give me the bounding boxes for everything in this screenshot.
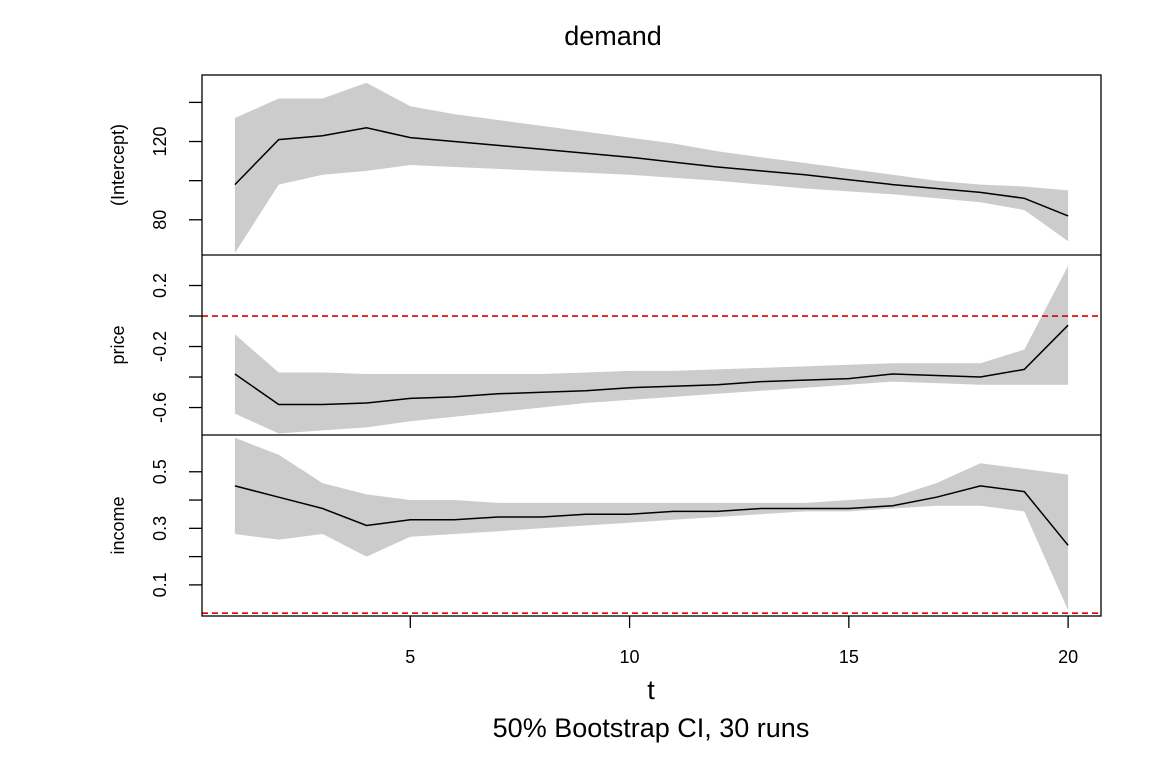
plot-frame <box>201 74 1102 617</box>
chart-title: demand <box>564 21 662 51</box>
y-axis-intercept: 80 120 <box>150 101 202 230</box>
y-axis-label-income: income <box>108 496 128 554</box>
y-tick-label-income: 0.3 <box>150 516 170 541</box>
y-axis-label-price: price <box>108 325 128 364</box>
x-tick-label: 20 <box>1058 647 1078 667</box>
x-tick-label: 10 <box>620 647 640 667</box>
x-tick-label: 5 <box>405 647 415 667</box>
x-axis: 5 10 15 20 <box>405 616 1078 667</box>
y-tick-label-intercept: 80 <box>150 210 170 230</box>
panels: 80120(Intercept)-0.6-0.20.2price0.10.30.… <box>108 82 1101 614</box>
ci-band-intercept <box>234 82 1069 253</box>
y-tick-label-price: -0.2 <box>150 331 170 362</box>
y-tick-label-price: -0.6 <box>150 392 170 423</box>
x-tick-label: 15 <box>839 647 859 667</box>
y-tick-label-income: 0.1 <box>150 572 170 597</box>
panel-income: 0.1 0.3 0.5 income <box>108 437 1101 614</box>
y-axis-price: -0.6 -0.2 0.2 <box>150 273 202 423</box>
y-tick-label-price: 0.2 <box>150 273 170 298</box>
ci-band-price <box>234 265 1069 434</box>
y-axis-income: 0.1 0.3 0.5 <box>150 459 202 597</box>
chart-subtitle: 50% Bootstrap CI, 30 runs <box>493 713 810 743</box>
estimate-line-price <box>234 324 1069 406</box>
x-axis-label: t <box>647 675 655 705</box>
y-axis-label-intercept: (Intercept) <box>108 124 128 206</box>
y-tick-label-income: 0.5 <box>150 459 170 484</box>
y-tick-label-intercept: 120 <box>150 126 170 156</box>
estimate-line-intercept <box>234 127 1069 217</box>
estimate-line-income <box>234 485 1069 546</box>
panel-price: -0.6 -0.2 0.2 price <box>108 265 1101 434</box>
panel-intercept: 80 120 (Intercept) <box>108 82 1069 253</box>
ci-band-income <box>234 437 1069 611</box>
